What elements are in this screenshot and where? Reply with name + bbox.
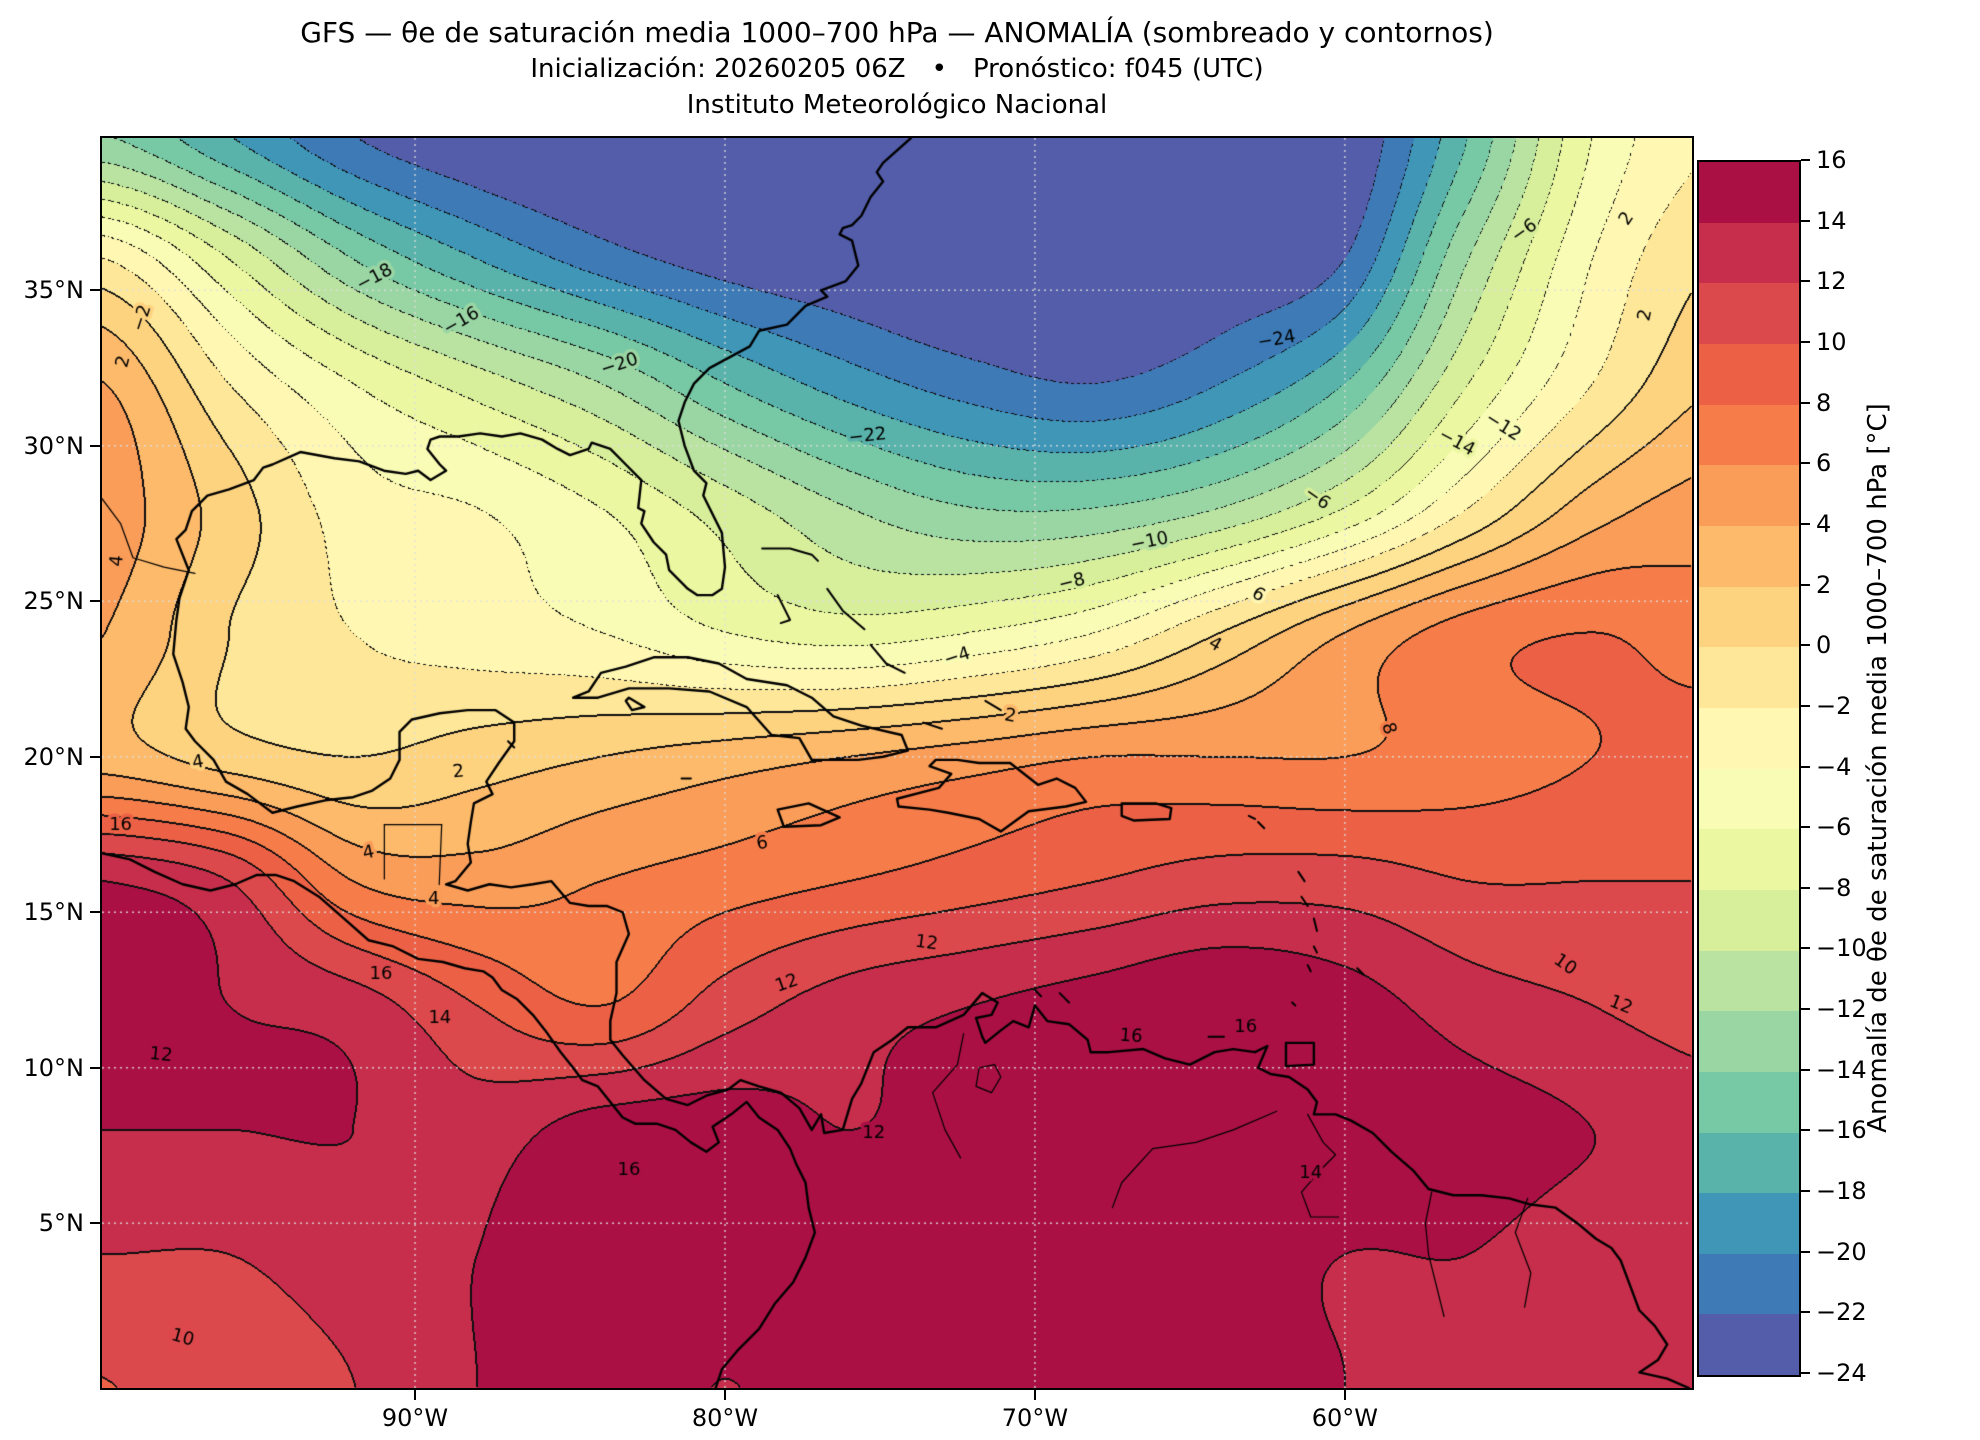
- colorbar-tick-mark: [1801, 159, 1810, 161]
- colorbar-tick-label: 16: [1816, 146, 1847, 174]
- colorbar-segment: [1699, 283, 1799, 344]
- chart-title: GFS — θe de saturación media 1000–700 hP…: [300, 16, 1494, 49]
- colorbar-tick-mark: [1801, 340, 1810, 343]
- colorbar-tick-mark: [1801, 1311, 1810, 1314]
- colorbar-segment: [1699, 343, 1799, 405]
- colorbar-tick-label: −22: [1816, 1298, 1867, 1327]
- colorbar-tick-label: −4: [1816, 752, 1852, 781]
- colorbar-tick-mark: [1801, 522, 1810, 525]
- colorbar-tick-label: −12: [1816, 995, 1867, 1024]
- colorbar-tick-label: −6: [1816, 813, 1852, 842]
- colorbar-tick-label: −2: [1816, 691, 1852, 720]
- colorbar-segment: [1699, 1193, 1799, 1254]
- x-axis-tick-mark: [1343, 1390, 1346, 1400]
- anomaly-field-canvas: [102, 138, 1692, 1388]
- colorbar-tick-mark: [1801, 1008, 1810, 1011]
- colorbar-segment: [1699, 1011, 1799, 1072]
- colorbar-tick-mark: [1801, 644, 1810, 647]
- y-axis-tick-label: 10°N: [23, 1053, 85, 1082]
- colorbar-tick-mark: [1801, 401, 1810, 404]
- colorbar-tick-label: 8: [1816, 388, 1832, 417]
- y-axis-tick-mark: [90, 1066, 100, 1069]
- colorbar-segment: [1699, 1253, 1799, 1315]
- colorbar-tick-label: 10: [1816, 327, 1847, 356]
- colorbar-tick-label: −24: [1816, 1359, 1867, 1387]
- x-axis-tick-label: 60°W: [1311, 1404, 1378, 1432]
- colorbar-segment: [1699, 707, 1799, 769]
- colorbar-tick-mark: [1801, 1129, 1810, 1132]
- colorbar-tick-label: 2: [1816, 570, 1832, 599]
- y-axis-tick-mark: [90, 444, 100, 447]
- y-axis-tick-mark: [90, 1222, 100, 1225]
- colorbar-tick-label: −14: [1816, 1055, 1867, 1084]
- y-axis-tick-mark: [90, 600, 100, 603]
- colorbar-segment: [1699, 586, 1799, 648]
- colorbar-tick-label: −8: [1816, 873, 1852, 902]
- colorbar-segment: [1699, 1071, 1799, 1133]
- colorbar-tick-mark: [1801, 704, 1810, 707]
- colorbar-tick-label: 12: [1816, 267, 1847, 296]
- x-axis-tick-mark: [723, 1390, 726, 1400]
- colorbar-tick-mark: [1801, 280, 1810, 283]
- colorbar-segment: [1699, 525, 1799, 587]
- colorbar-segment: [1699, 465, 1799, 526]
- colorbar-segment: [1699, 222, 1799, 284]
- colorbar-tick-mark: [1801, 1068, 1810, 1071]
- colorbar-tick-label: 14: [1816, 206, 1847, 235]
- colorbar-tick-mark: [1801, 886, 1810, 889]
- y-axis-tick-mark: [90, 755, 100, 758]
- colorbar-segment: [1699, 950, 1799, 1012]
- colorbar-segment: [1699, 1314, 1799, 1376]
- chart-subtitle-init-forecast: Inicialización: 20260205 06Z • Pronóstic…: [530, 54, 1264, 84]
- y-axis-tick-label: 25°N: [23, 587, 85, 616]
- y-axis-tick-mark: [90, 289, 100, 292]
- y-axis-tick-label: 20°N: [23, 742, 85, 771]
- y-axis-tick-label: 15°N: [23, 898, 85, 927]
- colorbar-tick-mark: [1801, 462, 1810, 465]
- colorbar-tick-label: −18: [1816, 1177, 1867, 1206]
- colorbar: [1697, 160, 1801, 1377]
- x-axis-tick-mark: [414, 1390, 417, 1400]
- x-axis-tick-label: 80°W: [691, 1404, 759, 1432]
- y-axis-tick-label: 5°N: [38, 1209, 84, 1238]
- colorbar-segment: [1699, 889, 1799, 951]
- colorbar-tick-label: 6: [1816, 449, 1832, 478]
- colorbar-tick-label: −10: [1816, 934, 1867, 963]
- colorbar-tick-label: 4: [1816, 509, 1832, 538]
- colorbar-tick-mark: [1801, 583, 1810, 586]
- y-axis-tick-label: 30°N: [23, 431, 85, 460]
- colorbar-tick-mark: [1801, 219, 1810, 222]
- colorbar-segment: [1699, 829, 1799, 890]
- colorbar-tick-mark: [1801, 1250, 1810, 1253]
- colorbar-tick-label: −16: [1816, 1116, 1867, 1145]
- colorbar-tick-mark: [1801, 826, 1810, 829]
- colorbar-segment: [1699, 768, 1799, 830]
- colorbar-segment: [1699, 404, 1799, 466]
- colorbar-tick-mark: [1801, 947, 1810, 950]
- x-axis-tick-mark: [1033, 1390, 1036, 1400]
- colorbar-tick-label: 0: [1816, 631, 1832, 660]
- colorbar-segment: [1699, 1132, 1799, 1194]
- colorbar-tick-mark: [1801, 1372, 1810, 1374]
- colorbar-segment: [1699, 647, 1799, 708]
- colorbar-tick-mark: [1801, 1190, 1810, 1193]
- chart-subtitle-institution: Instituto Meteorológico Nacional: [686, 90, 1108, 120]
- y-axis-tick-mark: [90, 911, 100, 914]
- y-axis-tick-label: 35°N: [23, 276, 85, 305]
- x-axis-tick-label: 70°W: [1001, 1404, 1069, 1432]
- map-plot-area: [100, 136, 1694, 1390]
- colorbar-tick-label: −20: [1816, 1237, 1867, 1266]
- x-axis-tick-label: 90°W: [381, 1404, 449, 1432]
- colorbar-tick-mark: [1801, 765, 1810, 768]
- colorbar-segment: [1699, 162, 1799, 223]
